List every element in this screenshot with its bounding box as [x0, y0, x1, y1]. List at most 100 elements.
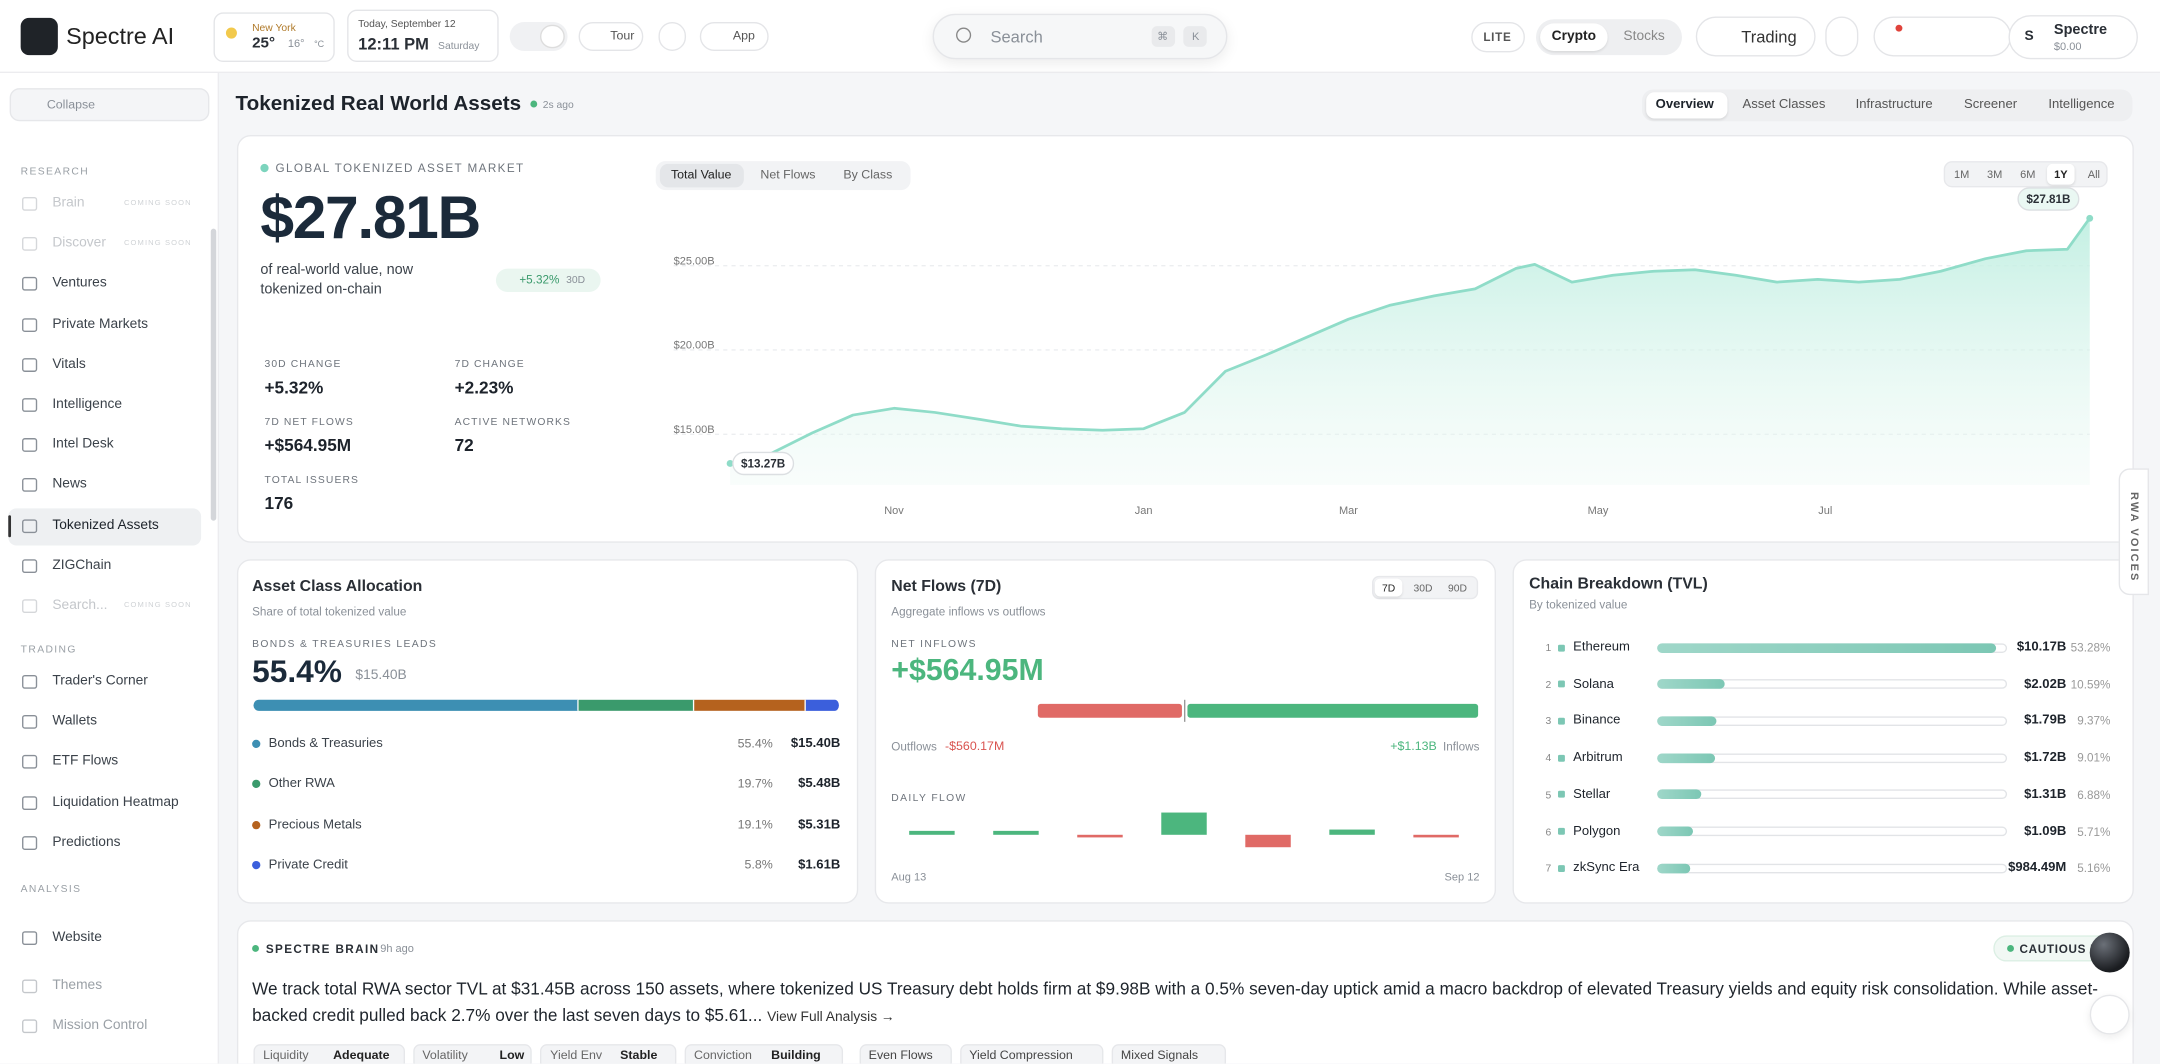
stat-value: 72	[454, 435, 474, 456]
sun-icon	[225, 27, 237, 39]
sidebar-item[interactable]: News	[52, 477, 87, 493]
trading-button[interactable]	[1695, 16, 1816, 57]
tour-button[interactable]	[578, 22, 644, 51]
flow-eyebrow: NET INFLOWS	[891, 637, 977, 650]
hero-description: of real-world value, now tokenized on-ch…	[260, 261, 414, 298]
range-active	[1374, 578, 1403, 597]
chain-amount: $984.49M	[2008, 860, 2067, 876]
sidebar-item[interactable]: Trader's Corner	[52, 673, 148, 689]
allocation-name: Private Credit	[268, 857, 348, 873]
sidebar-item[interactable]: Vitals	[52, 356, 86, 372]
icon-group[interactable]	[1873, 16, 2012, 57]
search-icon	[956, 27, 972, 43]
chain-name: Arbitrum	[1573, 749, 1623, 766]
active-item[interactable]	[8, 507, 202, 545]
range-active	[2047, 163, 2075, 185]
sidebar-item[interactable]: Website	[52, 929, 102, 945]
sidebar-item[interactable]: Private Markets	[52, 316, 149, 332]
range-tab[interactable]: 3M	[1987, 168, 2003, 181]
signal-label: Even Flows	[868, 1047, 933, 1062]
live-dot	[530, 100, 538, 108]
user-menu[interactable]	[2008, 15, 2138, 60]
collapse-button[interactable]	[9, 88, 210, 122]
range-tab[interactable]: 1Y	[2054, 168, 2068, 181]
sidebar-section: RESEARCH	[20, 164, 90, 178]
range-tab[interactable]: All	[2087, 168, 2100, 181]
item-icon	[22, 715, 38, 729]
stat-label: ACTIVE NETWORKS	[454, 415, 572, 428]
lite-button[interactable]	[1471, 22, 1525, 53]
chain-pct: 10.59%	[2070, 677, 2111, 691]
inflow-bar	[1187, 703, 1479, 718]
app-button[interactable]	[699, 22, 769, 51]
sidebar-item[interactable]: Tokenized Assets	[52, 517, 159, 533]
sidebar-item[interactable]: ETF Flows	[52, 754, 119, 770]
sidebar-item[interactable]: Ventures	[52, 276, 107, 292]
signal-tag[interactable]	[859, 1044, 952, 1064]
page-tab[interactable]: Overview	[1655, 96, 1714, 113]
sidebar-item[interactable]: ZIGChain	[52, 557, 112, 573]
sidebar-item[interactable]: Liquidation Heatmap	[52, 794, 179, 810]
allocation-segment	[253, 699, 579, 711]
chain-rank: 3	[1545, 714, 1552, 728]
area-line	[729, 217, 2091, 465]
daily-bar	[1329, 829, 1375, 835]
sidebar-item[interactable]: Predictions	[52, 834, 121, 850]
sidebar-item[interactable]: Wallets	[52, 713, 98, 729]
allocation-amount: $1.61B	[798, 857, 841, 873]
chain-track	[1657, 863, 2008, 873]
sidebar-item[interactable]: Intelligence	[52, 396, 123, 412]
market-option[interactable]: Stocks	[1623, 28, 1665, 45]
search-box[interactable]	[932, 13, 1228, 60]
flow-range[interactable]: 7D	[1381, 582, 1396, 595]
hero-badge-period: 30D	[566, 273, 586, 286]
allocation-eyebrow: BONDS & TREASURIES LEADS	[252, 637, 438, 650]
sidebar-item[interactable]: Discover	[52, 235, 106, 251]
sidebar-item[interactable]: Search...	[52, 597, 108, 614]
info-button[interactable]	[658, 22, 687, 51]
hero-value: $27.81B	[260, 184, 481, 252]
signal-label: Yield Compression	[969, 1047, 1073, 1062]
sidebar-item[interactable]: Themes	[52, 978, 103, 994]
sidebar-item[interactable]: Intel Desk	[52, 436, 114, 453]
sidebar-section: TRADING	[20, 642, 77, 656]
view-tab[interactable]: By Class	[843, 167, 893, 182]
user-initial: S	[2024, 28, 2034, 45]
side-tab[interactable]	[2118, 468, 2149, 596]
signal-tag[interactable]	[1111, 1044, 1226, 1064]
page-tab[interactable]: Asset Classes	[1742, 96, 1826, 113]
search-placeholder: Search	[990, 27, 1043, 47]
chain-pct: 5.16%	[2077, 861, 2111, 875]
more-button[interactable]	[1825, 16, 1859, 57]
view-tab[interactable]: Net Flows	[760, 167, 816, 182]
assistant-orb[interactable]	[2089, 932, 2130, 973]
chain-rank: 2	[1545, 678, 1552, 691]
flow-range[interactable]: 30D	[1413, 582, 1433, 595]
page-tab[interactable]: Intelligence	[2048, 96, 2115, 113]
page-tab[interactable]: Infrastructure	[1855, 96, 1933, 113]
range-tab[interactable]: 1M	[1953, 168, 1970, 181]
signal-tag[interactable]	[959, 1044, 1103, 1064]
card-subtitle: Aggregate inflows vs outflows	[891, 604, 1046, 619]
favorite-button[interactable]	[2089, 994, 2130, 1035]
brain-link[interactable]: View Full Analysis →	[767, 1009, 895, 1025]
brain-title: SPECTRE BRAIN	[265, 942, 380, 956]
flow-range[interactable]: 90D	[1447, 582, 1467, 595]
end-point	[726, 460, 734, 467]
item-icon	[22, 674, 38, 689]
chain-amount: $2.02B	[2024, 676, 2067, 692]
range-tabs	[1943, 161, 2108, 188]
allocation-segment	[578, 699, 695, 711]
logo[interactable]	[20, 17, 58, 56]
sidebar-item[interactable]: Mission Control	[52, 1018, 148, 1034]
outflow-value: -$560.17M	[944, 739, 1005, 753]
view-tab[interactable]: Total Value	[670, 167, 732, 182]
sidebar-item[interactable]: Brain	[52, 195, 85, 211]
item-icon	[22, 979, 38, 994]
range-tab[interactable]: 6M	[2020, 168, 2036, 181]
page-tab[interactable]: Screener	[1963, 96, 2018, 113]
brain-text: We track total RWA sector TVL at $31.45B…	[252, 977, 2120, 1031]
market-option[interactable]: Crypto	[1551, 28, 1597, 45]
